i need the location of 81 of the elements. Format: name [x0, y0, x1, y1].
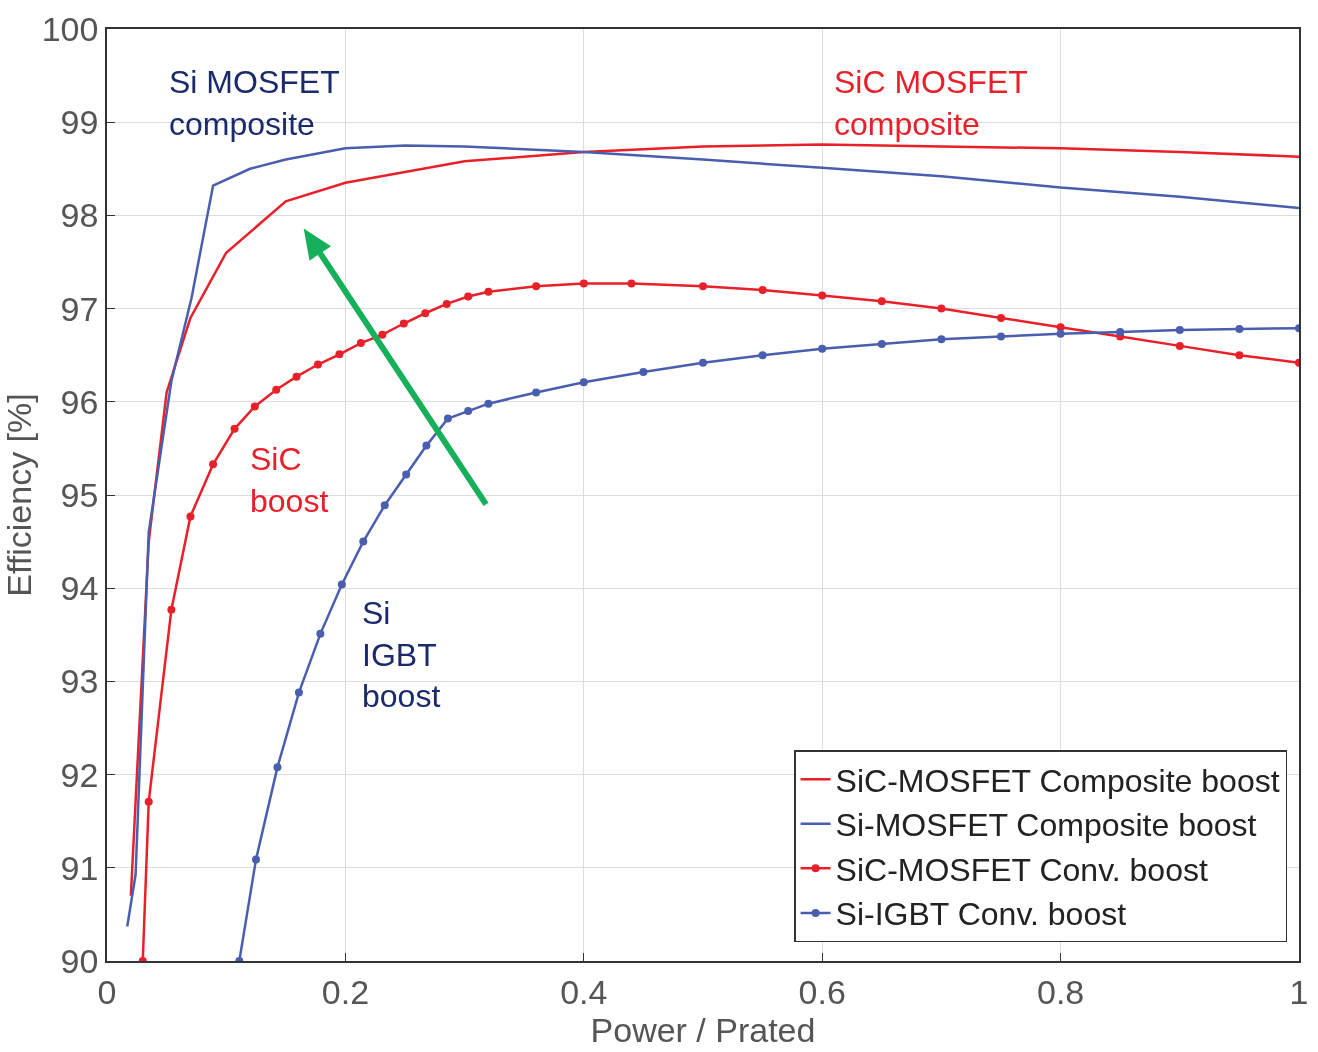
- point: [627, 279, 636, 288]
- y-tick-label: 96: [60, 382, 99, 421]
- point: [758, 285, 767, 294]
- point: [579, 378, 588, 387]
- legend-label: SiC-MOSFET Composite boost: [835, 762, 1280, 799]
- point: [758, 351, 767, 360]
- y-tick-label: 100: [41, 9, 99, 48]
- x-tick-label: 0.8: [1036, 972, 1085, 1011]
- point: [579, 279, 588, 288]
- point: [399, 319, 408, 328]
- point: [422, 441, 431, 450]
- point: [464, 407, 473, 416]
- point: [421, 309, 430, 318]
- point: [937, 335, 946, 344]
- point: [877, 340, 886, 349]
- point: [1056, 323, 1065, 332]
- point: [1235, 351, 1244, 360]
- point: [532, 282, 541, 291]
- point: [316, 629, 325, 638]
- x-tick-label: 0.6: [798, 972, 846, 1011]
- point: [313, 360, 322, 369]
- y-tick-label: 95: [60, 475, 99, 514]
- point: [699, 358, 707, 367]
- point: [997, 332, 1005, 341]
- x-tick-label: 0.4: [560, 972, 608, 1011]
- point: [273, 763, 282, 772]
- x-tick-label: 0.2: [321, 972, 370, 1011]
- point: [997, 313, 1005, 322]
- point: [818, 291, 827, 300]
- annotation: Si MOSFET composite: [169, 64, 340, 142]
- y-tick-label: 90: [60, 941, 99, 980]
- y-tick-label: 97: [60, 289, 99, 328]
- point: [359, 537, 368, 546]
- point: [294, 688, 303, 697]
- point: [1116, 327, 1125, 336]
- point: [144, 797, 153, 806]
- y-tick-label: 99: [60, 103, 99, 142]
- point: [167, 605, 176, 614]
- y-axis-title: Efficiency [%]: [0, 393, 38, 597]
- point: [1175, 326, 1184, 335]
- point: [464, 292, 473, 301]
- x-tick-label: 1: [1289, 972, 1309, 1011]
- annotation: Si IGBT boost: [362, 595, 441, 715]
- point: [378, 330, 387, 339]
- point: [272, 385, 281, 394]
- y-tick-label: 98: [60, 196, 99, 235]
- point: [484, 287, 493, 296]
- y-tick-label: 93: [60, 662, 99, 701]
- legend-label: Si-IGBT Conv. boost: [835, 896, 1127, 933]
- point: [186, 512, 195, 521]
- point: [532, 388, 541, 397]
- point: [356, 339, 365, 348]
- x-axis-title: Power / Prated: [590, 1010, 816, 1049]
- point: [937, 304, 946, 313]
- point: [292, 372, 301, 381]
- point: [252, 855, 260, 864]
- y-tick-label: 94: [60, 569, 99, 608]
- point: [877, 297, 886, 306]
- point: [402, 470, 411, 479]
- point: [442, 299, 451, 308]
- point: [1056, 329, 1065, 338]
- point: [230, 424, 239, 433]
- point: [484, 399, 493, 408]
- point: [380, 501, 389, 510]
- legend-label: Si-MOSFET Composite boost: [835, 807, 1257, 844]
- point: [1175, 341, 1184, 350]
- point: [818, 344, 827, 353]
- point: [443, 414, 452, 423]
- annotation: SiC MOSFET composite: [834, 64, 1028, 142]
- point: [337, 580, 346, 589]
- point: [209, 460, 218, 469]
- point: [335, 350, 344, 359]
- y-tick-label: 92: [60, 755, 99, 794]
- annotation: SiC boost: [250, 441, 329, 519]
- point: [250, 402, 259, 411]
- point: [639, 367, 648, 376]
- point: [699, 282, 707, 291]
- legend-label: SiC-MOSFET Conv. boost: [835, 851, 1208, 888]
- point: [1235, 325, 1244, 334]
- x-tick-label: 0: [97, 972, 117, 1011]
- y-tick-label: 91: [60, 848, 99, 887]
